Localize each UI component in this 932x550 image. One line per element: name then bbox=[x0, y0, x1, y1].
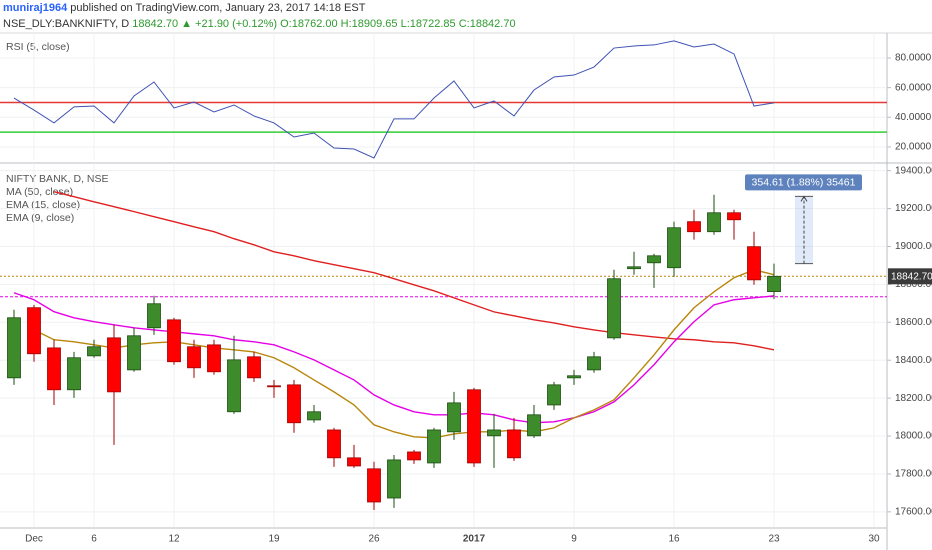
measure-label: 354.61 (1.88%) 35461 bbox=[752, 177, 856, 189]
y-tick-label: 18800.00 bbox=[895, 279, 932, 290]
candle-body bbox=[467, 389, 481, 464]
y-tick-label: 19400.00 bbox=[895, 165, 932, 176]
candle-body bbox=[107, 337, 121, 393]
candle-body bbox=[687, 221, 701, 233]
candle-body bbox=[327, 429, 341, 459]
author[interactable]: muniraj1964 bbox=[3, 2, 68, 14]
candle-body bbox=[227, 359, 241, 413]
last-price: 18842.70 bbox=[132, 18, 179, 30]
published: published on TradingView.com, January 23… bbox=[70, 2, 366, 14]
candle-body bbox=[507, 429, 521, 459]
candle-body bbox=[167, 319, 181, 363]
header-line: NSE_DLY:BANKNIFTY, D 18842.70 ▲ +21.90 (… bbox=[3, 16, 516, 32]
x-tick-label: 6 bbox=[91, 534, 97, 545]
pane-title: RSI (5, close) bbox=[6, 41, 70, 53]
candle-body bbox=[727, 212, 741, 221]
header-line: muniraj1964 published on TradingView.com… bbox=[3, 0, 516, 16]
candle-body bbox=[547, 384, 561, 406]
candle-body bbox=[387, 459, 401, 499]
symbol: NSE_DLY:BANKNIFTY, D bbox=[3, 18, 130, 30]
y-tick-label: 18600.00 bbox=[895, 317, 932, 328]
candle-body bbox=[47, 347, 61, 391]
y-tick-label: 80.0000 bbox=[895, 53, 932, 64]
candle-body bbox=[187, 346, 201, 369]
candle-body bbox=[367, 468, 381, 503]
candle-body bbox=[67, 357, 81, 391]
candle-body bbox=[287, 384, 301, 424]
candle-body bbox=[667, 227, 681, 269]
header: muniraj1964 published on TradingView.com… bbox=[3, 0, 516, 32]
y-tick-label: 17800.00 bbox=[895, 469, 932, 480]
candle-body bbox=[147, 303, 161, 329]
x-tick-label: 30 bbox=[868, 534, 880, 545]
candle-body bbox=[27, 307, 41, 355]
candle-body bbox=[127, 335, 141, 371]
candle-body bbox=[427, 429, 441, 464]
candle-body bbox=[267, 385, 281, 388]
candle-body bbox=[407, 451, 421, 461]
candle-body bbox=[567, 375, 581, 379]
indicator-line bbox=[53, 191, 775, 351]
candle-body bbox=[627, 266, 641, 270]
indicator-line bbox=[33, 269, 775, 439]
candle-body bbox=[747, 246, 761, 281]
measure-box bbox=[745, 174, 862, 191]
x-tick-label: 23 bbox=[768, 534, 780, 545]
x-tick-label: 26 bbox=[368, 534, 380, 545]
rsi-line bbox=[13, 40, 775, 159]
candle-body bbox=[247, 356, 261, 379]
change: ▲ +21.90 (+0.12%) bbox=[181, 18, 278, 30]
price-tag-label: 18842.70 bbox=[891, 271, 932, 282]
candle-body bbox=[647, 255, 661, 264]
candle-body bbox=[207, 344, 221, 373]
candle-body bbox=[447, 402, 461, 433]
y-tick-label: 19200.00 bbox=[895, 203, 932, 214]
x-tick-label: 19 bbox=[268, 534, 280, 545]
legend-entry: EMA (9, close) bbox=[6, 212, 74, 224]
pane-title: NIFTY BANK, D, NSE bbox=[6, 173, 109, 185]
candle-body bbox=[487, 429, 501, 437]
x-tick-label: 16 bbox=[668, 534, 680, 545]
candle-body bbox=[307, 411, 321, 421]
x-tick-label: Dec bbox=[25, 534, 43, 545]
candle-body bbox=[767, 275, 781, 293]
candle-body bbox=[587, 356, 601, 371]
y-tick-label: 60.0000 bbox=[895, 82, 932, 93]
ohlc: O:18762.00 H:18909.65 L:18722.85 C:18842… bbox=[280, 18, 516, 30]
indicator-line bbox=[13, 292, 775, 424]
candle-body bbox=[347, 457, 361, 467]
x-tick-label: 12 bbox=[168, 534, 180, 545]
legend-entry: MA (50, close) bbox=[6, 186, 73, 198]
y-tick-label: 18000.00 bbox=[895, 431, 932, 442]
x-tick-label: 2017 bbox=[463, 534, 486, 545]
y-tick-label: 18400.00 bbox=[895, 355, 932, 366]
candle-body bbox=[527, 414, 541, 437]
price-tag bbox=[888, 268, 932, 285]
y-tick-label: 18200.00 bbox=[895, 393, 932, 404]
candle-body bbox=[7, 317, 21, 379]
legend-entry: EMA (15, close) bbox=[6, 199, 80, 211]
y-tick-label: 20.0000 bbox=[895, 142, 932, 153]
candle-body bbox=[707, 212, 721, 233]
y-tick-label: 40.0000 bbox=[895, 112, 932, 123]
candle-body bbox=[607, 278, 621, 339]
measure-arrow-head bbox=[800, 195, 808, 202]
candle-body bbox=[87, 346, 101, 357]
y-tick-label: 17600.00 bbox=[895, 506, 932, 517]
x-tick-label: 9 bbox=[571, 534, 577, 545]
measure-range bbox=[795, 196, 813, 264]
y-tick-label: 19000.00 bbox=[895, 241, 932, 252]
